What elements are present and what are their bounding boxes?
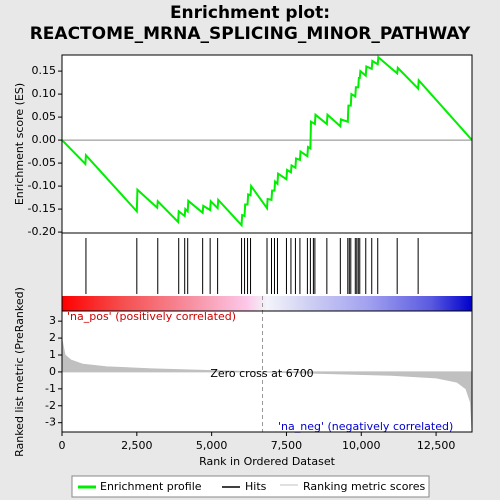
x-tick-label: 0 xyxy=(59,439,66,452)
annotation: 'na_neg' (negatively correlated) xyxy=(278,420,453,433)
y-axis-label: Ranked list metric (PreRanked) xyxy=(13,287,26,457)
panel-frame xyxy=(61,310,473,433)
x-axis-label: Rank in Ordered Dataset xyxy=(199,455,336,468)
y-tick-label: 2 xyxy=(49,331,56,344)
y-tick-label: 1 xyxy=(49,348,56,361)
annotation: 'na_pos' (positively correlated) xyxy=(67,310,236,323)
legend-label: Ranking metric scores xyxy=(303,480,425,493)
x-tick-label: 7,500 xyxy=(271,439,303,452)
y-tick-label: 3 xyxy=(49,314,56,327)
metric-area xyxy=(61,339,473,430)
y-tick-label: 0 xyxy=(49,365,56,378)
correlation-bar xyxy=(62,296,472,311)
legend-label: Enrichment profile xyxy=(100,480,202,493)
chart-title: Enrichment plot: xyxy=(170,3,330,23)
annotation: Zero cross at 6700 xyxy=(210,367,313,380)
es-line xyxy=(61,55,473,228)
y-tick-label: -0.05 xyxy=(28,156,56,169)
y-tick-label: 0.05 xyxy=(32,110,57,123)
y-tick-label: 0.00 xyxy=(32,133,57,146)
y-tick-label: -0.10 xyxy=(28,179,56,192)
y-tick-label: -0.20 xyxy=(28,225,56,238)
chart-subtitle: REACTOME_MRNA_SPLICING_MINOR_PATHWAY xyxy=(30,24,471,44)
y-tick-label: -3 xyxy=(45,416,56,429)
x-tick-label: 12,500 xyxy=(417,439,456,452)
y-tick-label: -2 xyxy=(45,399,56,412)
legend xyxy=(71,475,430,498)
y-tick-label: -0.15 xyxy=(28,202,56,215)
y-tick-label: 0.10 xyxy=(32,87,57,100)
y-tick-label: 0.15 xyxy=(32,64,57,77)
legend-label: Hits xyxy=(245,480,267,493)
x-tick-label: 2,500 xyxy=(121,439,153,452)
y-tick-label: -1 xyxy=(45,382,56,395)
x-tick-label: 5,000 xyxy=(196,439,228,452)
y-axis-label: Enrichment score (ES) xyxy=(13,83,26,205)
x-tick-label: 10,000 xyxy=(342,439,381,452)
